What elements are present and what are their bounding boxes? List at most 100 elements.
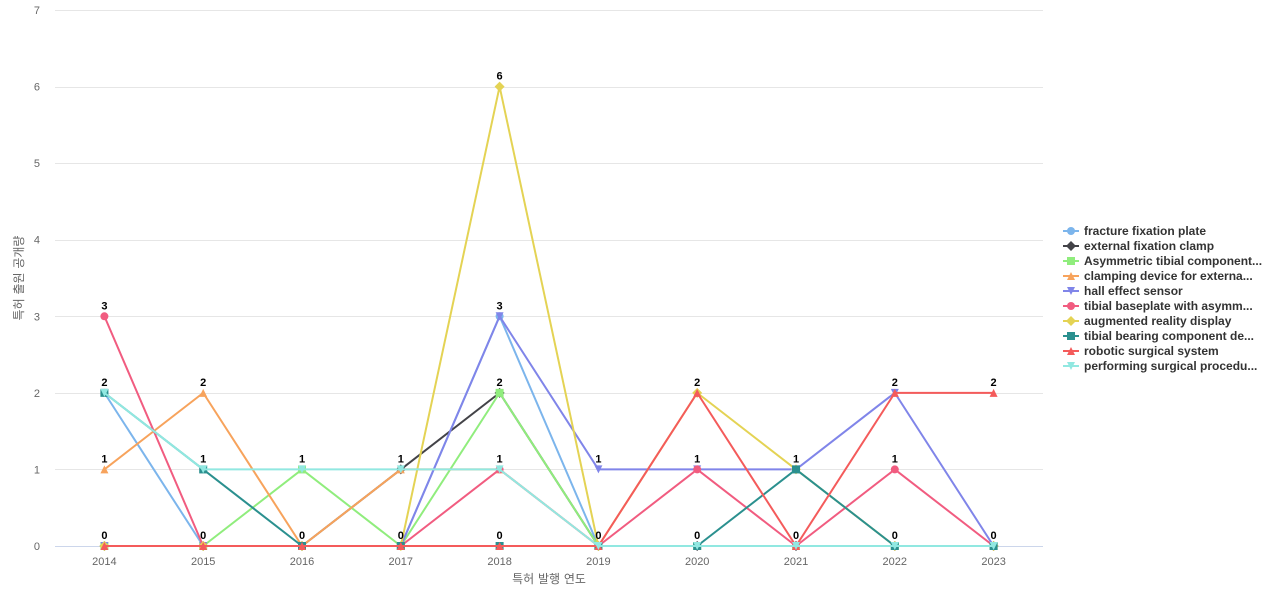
legend-item[interactable]: fracture fixation plate xyxy=(1063,224,1206,238)
data-label: 2 xyxy=(200,377,206,389)
x-tick-label: 2018 xyxy=(487,556,511,568)
y-tick-label: 6 xyxy=(34,82,40,94)
data-label: 1 xyxy=(101,453,107,465)
legend-item[interactable]: tibial baseplate with asymm... xyxy=(1063,299,1253,313)
legend-item[interactable]: tibial bearing component de... xyxy=(1063,329,1254,343)
data-point xyxy=(989,388,998,397)
legend-label: performing surgical procedu... xyxy=(1084,359,1257,373)
legend-item[interactable]: performing surgical procedu... xyxy=(1063,359,1257,373)
y-tick-label: 4 xyxy=(34,235,40,247)
data-point xyxy=(298,542,306,550)
series-10 xyxy=(100,388,998,550)
legend-symbol xyxy=(1067,227,1075,235)
data-point xyxy=(100,542,109,550)
data-label: 1 xyxy=(398,453,404,465)
legend-item[interactable]: hall effect sensor xyxy=(1063,284,1183,298)
series-9 xyxy=(100,388,998,550)
data-label: 0 xyxy=(398,530,404,542)
data-point xyxy=(594,465,603,474)
y-axis-tick-labels: 0 1 2 3 4 5 6 7 xyxy=(34,5,40,553)
data-label: 0 xyxy=(101,530,107,542)
legend-item[interactable]: robotic surgical system xyxy=(1063,344,1219,358)
data-point xyxy=(890,388,899,397)
legend-symbol xyxy=(1066,241,1076,251)
y-tick-label: 5 xyxy=(34,158,40,170)
legend-symbol xyxy=(1067,302,1075,310)
data-point xyxy=(495,465,504,474)
data-labels: 3 2 1 0 2 1 0 1 0 1 0 6 3 2 1 0 1 0 2 1 0 1 0 2 1 0 2 0 xyxy=(101,71,996,542)
data-point xyxy=(693,542,702,550)
legend-symbol xyxy=(1066,316,1076,326)
legend-label: robotic surgical system xyxy=(1084,344,1219,358)
series-line xyxy=(103,391,995,547)
series-group xyxy=(99,81,999,551)
data-label: 1 xyxy=(892,453,898,465)
legend-item[interactable]: clamping device for externa... xyxy=(1063,269,1253,283)
data-point xyxy=(989,542,998,550)
y-tick-label: 0 xyxy=(34,541,40,553)
data-label: 1 xyxy=(497,453,503,465)
data-label: 2 xyxy=(991,377,997,389)
legend-symbol xyxy=(1067,332,1075,340)
data-point xyxy=(495,388,504,397)
data-label: 0 xyxy=(892,530,898,542)
data-point xyxy=(792,465,800,474)
y-tick-label: 1 xyxy=(34,464,40,476)
data-label: 2 xyxy=(694,377,700,389)
data-label: 1 xyxy=(694,453,700,465)
series-1 xyxy=(100,312,998,550)
data-point xyxy=(199,465,208,474)
data-point xyxy=(792,542,800,550)
data-point xyxy=(396,542,405,550)
data-label: 1 xyxy=(299,453,305,465)
legend-item[interactable]: augmented reality display xyxy=(1063,314,1232,328)
x-tick-label: 2017 xyxy=(389,556,413,568)
data-label: 0 xyxy=(497,530,503,542)
x-tick-label: 2023 xyxy=(981,556,1005,568)
y-tick-label: 7 xyxy=(34,5,40,17)
data-label: 1 xyxy=(200,453,206,465)
data-point xyxy=(100,465,109,474)
data-label: 0 xyxy=(991,530,997,542)
x-tick-label: 2020 xyxy=(685,556,709,568)
data-point xyxy=(890,542,899,550)
legend-symbol xyxy=(1067,347,1075,355)
data-point xyxy=(495,542,504,550)
data-point xyxy=(693,388,702,397)
legend-label: tibial bearing component de... xyxy=(1084,329,1254,343)
data-label: 1 xyxy=(595,453,601,465)
legend-label: hall effect sensor xyxy=(1084,284,1183,298)
legend-label: augmented reality display xyxy=(1084,314,1232,328)
data-label: 2 xyxy=(497,377,503,389)
data-label: 3 xyxy=(101,300,107,312)
data-label: 0 xyxy=(200,530,206,542)
legend-label: external fixation clamp xyxy=(1084,239,1214,253)
legend-label: Asymmetric tibial component... xyxy=(1084,254,1262,268)
x-axis-tick-labels: 2014 2015 2016 2017 2018 2019 2020 2021 2022 2023 xyxy=(92,556,1006,568)
legend-item[interactable]: external fixation clamp xyxy=(1063,239,1214,253)
grid-lines xyxy=(55,10,1043,470)
x-tick-label: 2014 xyxy=(92,556,116,568)
data-point xyxy=(495,312,504,321)
legend-symbol xyxy=(1067,287,1075,295)
data-label: 3 xyxy=(497,300,503,312)
data-label: 0 xyxy=(694,530,700,542)
legend-item[interactable]: Asymmetric tibial component... xyxy=(1063,254,1262,268)
data-point xyxy=(890,465,899,474)
data-point xyxy=(199,388,208,397)
y-tick-label: 3 xyxy=(34,311,40,323)
data-point xyxy=(594,542,603,550)
data-label: 2 xyxy=(892,377,898,389)
legend-symbol xyxy=(1067,272,1075,280)
legend-symbol xyxy=(1067,362,1075,370)
legend-symbol xyxy=(1067,257,1075,265)
data-point xyxy=(396,465,405,474)
legend-label: tibial baseplate with asymm... xyxy=(1084,299,1253,313)
data-point xyxy=(199,542,208,550)
y-tick-label: 2 xyxy=(34,388,40,400)
data-label: 0 xyxy=(299,530,305,542)
x-tick-label: 2019 xyxy=(586,556,610,568)
series-line xyxy=(103,315,995,547)
